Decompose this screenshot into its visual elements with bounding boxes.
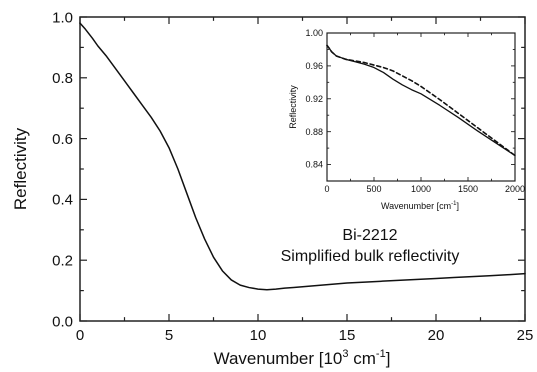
inset-y-tick-label: 0.84: [305, 160, 323, 170]
main-x-tick-label: 0: [76, 327, 84, 344]
main-y-tick-label: 0.6: [52, 131, 73, 148]
inset-y-tick-label: 0.88: [305, 127, 323, 137]
main-x-axis-title-sup: -1: [376, 348, 386, 360]
inset-x-axis-title-part: Wavenumber [cm: [381, 201, 451, 211]
main-x-axis-title-part: Wavenumber [10: [214, 349, 343, 368]
main-x-axis-title-sup: 3: [342, 348, 348, 360]
inset-plot: 0 500 1000 1500 2000 0.84 0.88 0.92 0.96 1.00 Ref…: [288, 28, 525, 211]
main-x-tick-label: 20: [428, 327, 445, 344]
inset-x-tick-label: 1500: [458, 184, 478, 194]
inset-y-tick-label: 0.96: [305, 61, 323, 71]
main-x-axis-title-part: ]: [386, 349, 391, 368]
main-x-tick-label: 15: [339, 327, 356, 344]
inset-x-axis-title-sup: -1: [451, 201, 457, 207]
inset-x-tick-label: 0: [324, 184, 329, 194]
main-x-tick-label: 5: [165, 327, 173, 344]
annotation-sample: Bi-2212: [342, 227, 397, 244]
inset-background: [327, 33, 515, 181]
inset-lines: [326, 44, 516, 157]
main-x-tick-label: 25: [517, 327, 534, 344]
main-x-axis-title: Wavenumber [103 cm-1]: [214, 348, 391, 368]
main-ticks: 0 5 10 15 20 25 0.0 0.2 0.4 0.6 0.8 1.0: [52, 9, 533, 344]
inset-y-axis-title: Reflectivity: [288, 85, 298, 129]
main-y-tick-label: 0.0: [52, 313, 73, 330]
inset-series-line-1: [326, 44, 516, 157]
inset-x-tick-label: 1000: [411, 184, 431, 194]
inset-ticks: 0 500 1000 1500 2000 0.84 0.88 0.92 0.96 1.00: [305, 28, 525, 194]
annotation-description: Simplified bulk reflectivity: [281, 248, 460, 265]
main-series-line-0: [79, 22, 526, 291]
main-lines: [79, 22, 526, 291]
main-y-tick-label: 0.2: [52, 252, 73, 269]
main-y-tick-label: 0.8: [52, 70, 73, 87]
main-y-axis-title: Reflectivity: [11, 127, 30, 210]
inset-x-tick-label: 500: [366, 184, 381, 194]
inset-y-tick-label: 1.00: [305, 28, 323, 38]
main-y-tick-label: 0.4: [52, 192, 73, 209]
inset-x-axis-title-part: ]: [457, 201, 460, 211]
inset-y-tick-label: 0.92: [305, 94, 323, 104]
main-y-tick-label: 1.0: [52, 9, 73, 26]
inset-x-axis-title: Wavenumber [cm-1]: [381, 201, 459, 211]
main-x-axis-title-part: cm: [349, 349, 376, 368]
main-plot: 0 5 10 15 20 25 0.0 0.2 0.4 0.6 0.8 1.0 Reflectivit…: [11, 9, 533, 368]
inset-x-tick-label: 2000: [505, 184, 525, 194]
main-x-tick-label: 10: [250, 327, 267, 344]
